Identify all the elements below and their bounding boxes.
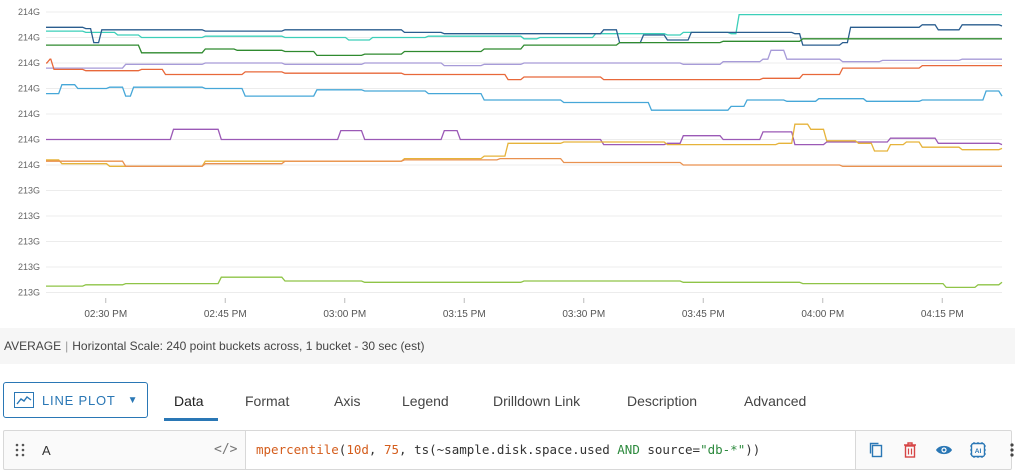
x-tick-label: 02:30 PM xyxy=(84,309,127,320)
query-input[interactable]: mpercentile(10d, 75, ts(~sample.disk.spa… xyxy=(245,431,856,469)
line-plot-icon xyxy=(14,392,34,408)
plot-type-label: LINE PLOT xyxy=(42,392,116,408)
series-line-2[interactable] xyxy=(46,24,1003,46)
query-row: A </> mpercentile(10d, 75, ts(~sample.di… xyxy=(3,430,1015,470)
x-tick-label: 03:30 PM xyxy=(562,309,605,320)
y-tick-label: 214G xyxy=(18,160,40,170)
series-line-10[interactable] xyxy=(46,276,1003,289)
tab-axis[interactable]: Axis xyxy=(334,393,361,409)
y-tick-label: 213G xyxy=(18,237,40,247)
trash-icon[interactable] xyxy=(900,440,920,460)
drag-handle-icon[interactable] xyxy=(15,442,25,458)
series-line-3[interactable] xyxy=(46,38,1002,57)
eye-icon[interactable] xyxy=(934,440,954,460)
y-tick-label: 213G xyxy=(18,288,40,298)
aggregation-label: AVERAGE xyxy=(4,339,62,353)
series-line-5[interactable] xyxy=(46,58,1002,81)
query-token: AND xyxy=(617,442,640,457)
series-line-8[interactable] xyxy=(46,123,1003,167)
query-actions: AI xyxy=(866,440,1015,460)
chart-panel: 214G 214G 214G 214G 214G 214G 214G 213G 213G 213G… xyxy=(4,0,1015,329)
y-tick-label: 214G xyxy=(18,58,40,68)
status-separator: | xyxy=(65,339,69,353)
ai-icon-label: AI xyxy=(975,448,982,455)
chevron-down-icon: ▼ xyxy=(127,394,139,406)
tab-drilldown-link[interactable]: Drilldown Link xyxy=(493,393,581,409)
tab-legend[interactable]: Legend xyxy=(402,393,449,409)
query-token: "db-*" xyxy=(700,442,746,457)
x-tick-label: 03:15 PM xyxy=(443,309,486,320)
tab-data[interactable]: Data xyxy=(174,393,204,409)
query-token: mpercentile xyxy=(256,442,339,457)
tab-advanced[interactable]: Advanced xyxy=(744,393,807,409)
editor-tabs-row: LINE PLOT ▼ Data Format Axis Legend Dril… xyxy=(0,364,1015,424)
more-vertical-icon[interactable] xyxy=(1002,440,1015,460)
x-tick-label: 02:45 PM xyxy=(204,309,247,320)
x-tick-label: 04:00 PM xyxy=(801,309,844,320)
copy-icon[interactable] xyxy=(866,440,886,460)
y-tick-label: 214G xyxy=(18,84,40,94)
query-token: 75 xyxy=(383,442,400,457)
series-line-1[interactable] xyxy=(46,13,1002,41)
horizontal-scale-text: Horizontal Scale: 240 point buckets acro… xyxy=(72,339,425,353)
y-tick-label: 214G xyxy=(18,135,40,145)
x-tick-label: 04:15 PM xyxy=(921,309,964,320)
query-token: )) xyxy=(745,442,761,457)
y-tick-label: 214G xyxy=(18,7,40,17)
y-tick-label: 214G xyxy=(18,33,40,43)
x-tick-label: 03:00 PM xyxy=(323,309,366,320)
chart-status-bar: AVERAGE | Horizontal Scale: 240 point buck… xyxy=(0,328,1015,364)
y-tick-label: 214G xyxy=(18,109,40,119)
tab-description[interactable]: Description xyxy=(627,393,698,409)
x-tick-label: 03:45 PM xyxy=(682,309,725,320)
code-toggle-icon[interactable]: </> xyxy=(214,442,238,457)
y-tick-label: 213G xyxy=(18,211,40,221)
query-token: , xyxy=(368,442,384,457)
series-line-4[interactable] xyxy=(46,49,1002,69)
query-token: , ts(~sample.disk.space.used xyxy=(399,442,618,457)
query-token: ( xyxy=(338,442,347,457)
y-tick-label: 213G xyxy=(18,186,40,196)
query-token: 10d xyxy=(346,442,369,457)
active-tab-indicator xyxy=(164,418,218,421)
query-name-label[interactable]: A xyxy=(42,443,51,458)
plot-type-dropdown[interactable]: LINE PLOT ▼ xyxy=(3,382,148,418)
y-tick-label: 213G xyxy=(18,262,40,272)
series-line-6[interactable] xyxy=(46,84,1003,111)
line-chart[interactable]: 214G 214G 214G 214G 214G 214G 214G 213G 213G 213G… xyxy=(4,0,1015,328)
query-token: source= xyxy=(639,442,701,457)
ai-icon[interactable]: AI xyxy=(968,440,988,460)
tab-format[interactable]: Format xyxy=(245,393,290,409)
series-line-7[interactable] xyxy=(46,128,1003,146)
series-line-9[interactable] xyxy=(46,157,1002,167)
